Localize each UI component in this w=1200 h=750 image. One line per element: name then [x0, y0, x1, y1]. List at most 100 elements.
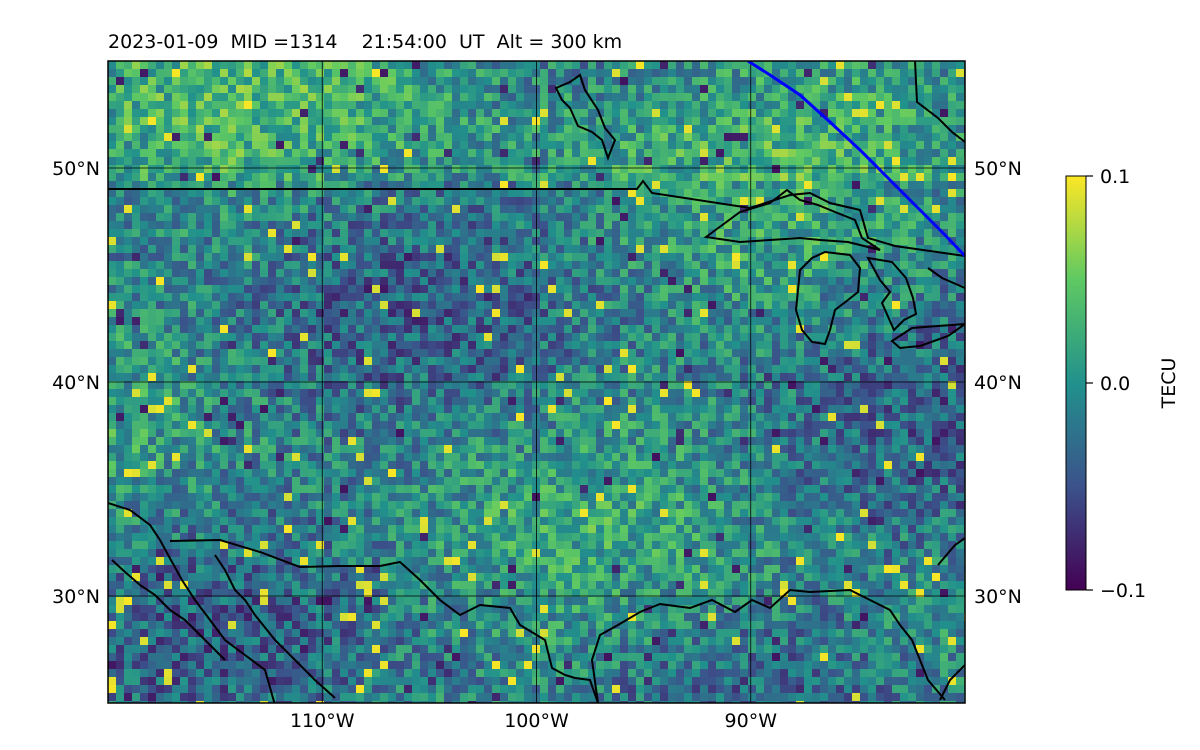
- heatmap-cell: [324, 277, 333, 286]
- heatmap-cell: [796, 293, 805, 302]
- heatmap-cell: [484, 77, 493, 86]
- heatmap-cell: [428, 221, 437, 230]
- heatmap-cell: [876, 365, 885, 374]
- heatmap-cell: [620, 269, 629, 278]
- heatmap-cell: [788, 365, 797, 374]
- heatmap-cell: [948, 173, 957, 182]
- heatmap-cell: [412, 293, 421, 302]
- heatmap-cell: [132, 61, 141, 70]
- heatmap-cell: [652, 109, 661, 118]
- heatmap-cell: [612, 381, 621, 390]
- heatmap-cell: [652, 253, 661, 262]
- heatmap-cell: [652, 93, 661, 102]
- heatmap-cell: [588, 261, 597, 270]
- heatmap-cell: [868, 213, 877, 222]
- heatmap-cell: [332, 165, 341, 174]
- heatmap-cell: [436, 141, 445, 150]
- heatmap-cell: [340, 213, 349, 222]
- heatmap-cell: [820, 389, 829, 398]
- heatmap-cell: [420, 365, 429, 374]
- heatmap-cell: [452, 269, 461, 278]
- heatmap-cell: [676, 165, 685, 174]
- heatmap-cell: [620, 381, 629, 390]
- heatmap-cell: [748, 213, 757, 222]
- heatmap-cell: [276, 421, 285, 430]
- heatmap-cell: [836, 157, 845, 166]
- heatmap-cell: [564, 189, 573, 198]
- heatmap-cell: [372, 141, 381, 150]
- heatmap-cell: [116, 397, 125, 406]
- heatmap-cell: [492, 61, 501, 70]
- heatmap-cell: [684, 133, 693, 142]
- heatmap-cell: [460, 117, 469, 126]
- heatmap-cell: [676, 277, 685, 286]
- heatmap-cell: [412, 413, 421, 422]
- heatmap-cell: [356, 389, 365, 398]
- heatmap-cell: [204, 109, 213, 118]
- heatmap-cell: [764, 373, 773, 382]
- heatmap-cell: [644, 269, 653, 278]
- heatmap-cell: [580, 405, 589, 414]
- heatmap-cell: [228, 181, 237, 190]
- heatmap-cell: [692, 149, 701, 158]
- heatmap-cell: [244, 333, 253, 342]
- heatmap-cell: [628, 245, 637, 254]
- heatmap-cell: [348, 93, 357, 102]
- heatmap-cell: [420, 389, 429, 398]
- heatmap-cell: [164, 341, 173, 350]
- heatmap-cell: [132, 429, 141, 438]
- heatmap-cell: [804, 149, 813, 158]
- heatmap-cell: [780, 365, 789, 374]
- heatmap-cell: [764, 277, 773, 286]
- heatmap-cell: [748, 357, 757, 366]
- heatmap-cell: [212, 117, 221, 126]
- heatmap-cell: [444, 165, 453, 174]
- heatmap-cell: [828, 189, 837, 198]
- heatmap-cell: [212, 301, 221, 310]
- heatmap-cell: [900, 309, 909, 318]
- heatmap-cell: [652, 245, 661, 254]
- heatmap-cell: [564, 365, 573, 374]
- heatmap-cell: [164, 373, 173, 382]
- heatmap-cell: [780, 77, 789, 86]
- heatmap-cell: [188, 181, 197, 190]
- heatmap-cell: [716, 109, 725, 118]
- heatmap-cell: [332, 285, 341, 294]
- heatmap-cell: [404, 213, 413, 222]
- heatmap-cell: [468, 301, 477, 310]
- heatmap-cell: [308, 341, 317, 350]
- heatmap-cell: [692, 117, 701, 126]
- heatmap-cell: [244, 109, 253, 118]
- heatmap-cell: [268, 125, 277, 134]
- heatmap-cell: [180, 397, 189, 406]
- heatmap-cell: [772, 157, 781, 166]
- heatmap-cell: [220, 325, 229, 334]
- heatmap-cell: [772, 101, 781, 110]
- heatmap-cell: [500, 213, 509, 222]
- heatmap-cell: [140, 245, 149, 254]
- heatmap-cell: [636, 213, 645, 222]
- heatmap-cell: [428, 277, 437, 286]
- heatmap-cell: [252, 413, 261, 422]
- heatmap-cell: [508, 389, 517, 398]
- chart-title: 2023-01-09 MID =1314 21:54:00 UT Alt = 3…: [108, 31, 622, 53]
- heatmap-cell: [140, 365, 149, 374]
- heatmap-cell: [228, 61, 237, 70]
- heatmap-cell: [596, 357, 605, 366]
- heatmap-cell: [460, 285, 469, 294]
- heatmap-cell: [108, 253, 117, 262]
- heatmap-cell: [356, 421, 365, 430]
- heatmap-cell: [564, 405, 573, 414]
- heatmap-cell: [380, 181, 389, 190]
- heatmap-cell: [812, 253, 821, 262]
- heatmap-cell: [524, 397, 533, 406]
- heatmap-cell: [700, 381, 709, 390]
- heatmap-cell: [292, 341, 301, 350]
- heatmap-cell: [524, 141, 533, 150]
- heatmap-cell: [420, 309, 429, 318]
- heatmap-cell: [548, 181, 557, 190]
- heatmap-cell: [324, 125, 333, 134]
- heatmap-cell: [524, 413, 533, 422]
- heatmap-cell: [132, 85, 141, 94]
- heatmap-cell: [108, 245, 117, 254]
